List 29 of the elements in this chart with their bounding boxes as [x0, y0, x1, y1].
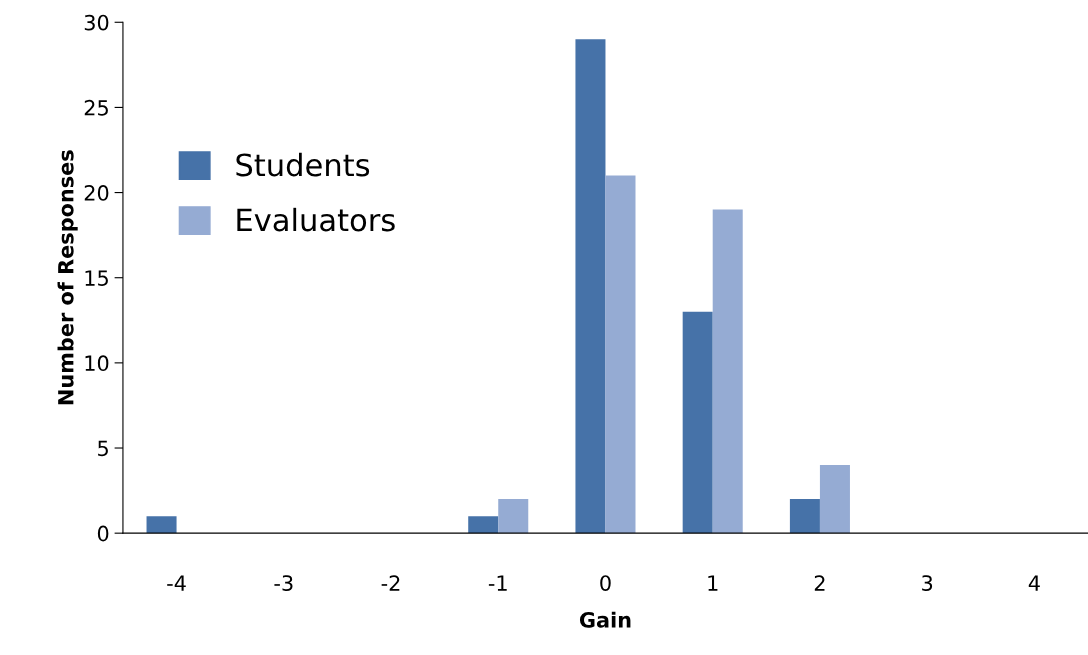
bar [605, 175, 636, 534]
x-tick-label: 2 [814, 575, 825, 591]
bar [468, 516, 499, 534]
x-tick-label: -1 [488, 575, 507, 591]
bar [575, 39, 606, 534]
x-tick-label: 3 [922, 575, 933, 591]
x-tick-label: 1 [708, 575, 718, 591]
x-tick-label: 4 [1028, 575, 1040, 591]
y-tick-label: 15 [85, 270, 108, 286]
legend-label: Evaluators [237, 207, 395, 232]
x-tick-label: -3 [274, 575, 293, 591]
x-tick-label: -2 [381, 575, 400, 591]
x-tick-label: -4 [167, 575, 186, 591]
y-tick-label: 10 [85, 355, 109, 372]
x-tick-label: 0 [600, 575, 611, 591]
y-tick-label: 5 [98, 440, 108, 457]
bar [498, 499, 529, 534]
bar [819, 465, 850, 534]
legend-label: Students [236, 152, 370, 177]
bar [146, 516, 177, 534]
y-tick-label: 20 [84, 185, 109, 201]
y-axis-title: Number of Responses [57, 150, 78, 405]
bar [712, 209, 743, 534]
x-axis-title: Gain [579, 611, 631, 628]
y-tick-label: 25 [84, 99, 108, 116]
bar [682, 311, 713, 534]
bar [789, 499, 820, 534]
y-tick-label: 0 [97, 525, 109, 542]
y-tick-label: 30 [84, 14, 109, 31]
